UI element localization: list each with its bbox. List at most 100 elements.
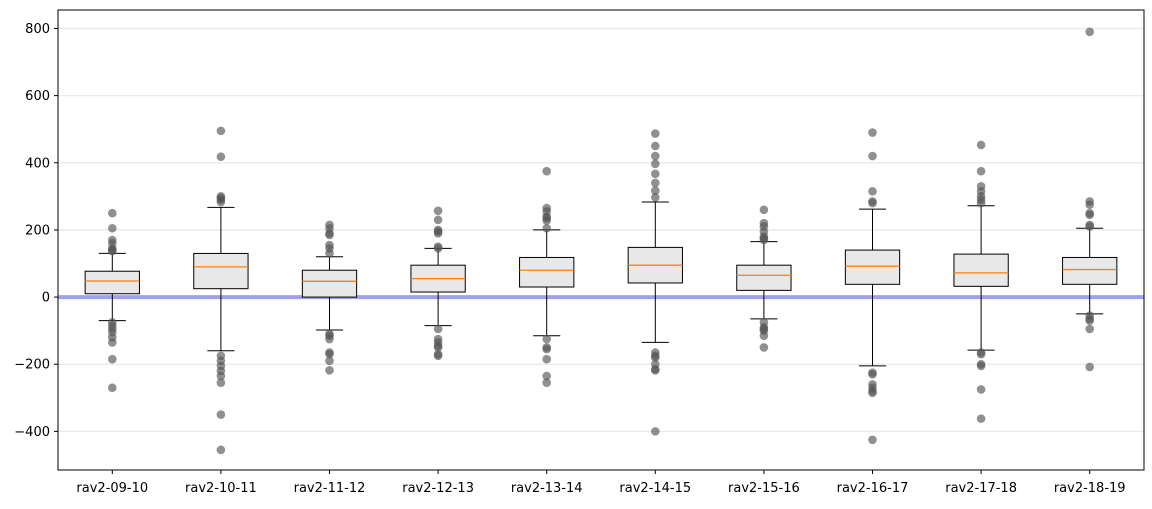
box-group-rav2-09-10: [84, 208, 140, 393]
outlier-point: [868, 435, 877, 445]
outlier-point: [216, 126, 226, 136]
box-iqr: [519, 256, 575, 288]
x-tick-label: rav2-16-17: [837, 481, 909, 496]
outlier-point: [868, 151, 877, 161]
outlier-point: [433, 215, 443, 225]
box-group-rav2-12-13: [410, 206, 466, 361]
outlier-point: [216, 378, 226, 388]
outlier-point: [868, 388, 877, 398]
outlier-point: [651, 178, 660, 188]
outlier-point: [216, 371, 226, 381]
y-axis: −400 −200 0 200 400 600 800: [14, 22, 58, 440]
outlier-point: [651, 129, 660, 138]
box-group-rav2-14-15: [627, 129, 683, 436]
x-tick-label: rav2-15-16: [728, 481, 800, 496]
outlier-point: [651, 141, 660, 151]
outlier-point: [216, 152, 226, 162]
box-group-rav2-10-11: [193, 126, 249, 455]
outlier-point: [976, 140, 986, 150]
outlier-point: [1085, 362, 1094, 372]
outlier-point: [325, 334, 334, 344]
outlier-point: [542, 334, 551, 344]
x-tick-label: rav2-13-14: [511, 481, 583, 496]
outlier-point: [759, 235, 769, 245]
y-tick-label: 0: [42, 291, 50, 306]
box-group-rav2-17-18: [953, 140, 1009, 423]
outlier-point: [216, 445, 226, 455]
x-tick-label: rav2-18-19: [1054, 481, 1126, 496]
box-iqr: [301, 269, 358, 298]
outlier-point: [1085, 27, 1094, 37]
box-group-rav2-13-14: [519, 166, 575, 388]
box-iqr: [193, 252, 249, 290]
outlier-point: [976, 361, 986, 371]
outlier-point: [651, 427, 660, 436]
outlier-point: [868, 198, 877, 208]
outlier-point: [868, 128, 877, 137]
outlier-point: [759, 331, 769, 340]
box-group-rav2-15-16: [736, 205, 792, 352]
outlier-point: [651, 169, 660, 179]
outlier-point: [651, 193, 660, 202]
outlier-point: [433, 206, 443, 216]
outlier-point: [108, 208, 117, 218]
box-iqr: [953, 253, 1009, 287]
outlier-point: [433, 343, 443, 352]
x-tick-label: rav2-11-12: [294, 481, 366, 496]
outlier-point: [108, 223, 117, 233]
outlier-point: [868, 370, 877, 379]
outlier-point: [542, 371, 551, 381]
box-group-rav2-11-12: [301, 220, 358, 375]
outlier-point: [1085, 210, 1094, 220]
outlier-point: [542, 354, 551, 364]
plot-frame: [57, 9, 1145, 471]
x-tick-label: rav2-09-10: [76, 481, 148, 496]
outlier-point: [976, 166, 986, 176]
outlier-point: [1085, 222, 1094, 231]
outlier-point: [108, 383, 117, 393]
y-tick-label: −400: [14, 425, 50, 440]
outlier-point: [325, 230, 334, 240]
outlier-point: [542, 166, 551, 176]
outlier-point: [542, 223, 551, 233]
outlier-point: [1085, 316, 1094, 325]
outlier-point: [1085, 324, 1094, 334]
outlier-point: [216, 197, 226, 207]
box-iqr: [84, 270, 140, 295]
outlier-point: [216, 410, 226, 419]
outlier-point: [325, 349, 334, 359]
x-tick-label: rav2-14-15: [619, 481, 691, 496]
x-tick-label: rav2-12-13: [402, 481, 474, 496]
outlier-point: [325, 356, 334, 366]
outlier-point: [651, 365, 660, 375]
box-group-rav2-16-17: [844, 128, 901, 445]
y-tick-label: 400: [25, 156, 50, 171]
outlier-point: [433, 228, 443, 238]
outlier-point: [759, 343, 769, 352]
x-axis: rav2-09-10 rav2-10-11 rav2-11-12 rav2-12-13…: [76, 470, 1126, 496]
outlier-point: [976, 349, 986, 359]
outlier-point: [542, 378, 551, 388]
box-iqr: [736, 264, 792, 291]
outlier-point: [651, 159, 660, 169]
y-tick-label: 600: [25, 89, 50, 104]
outlier-point: [651, 353, 660, 362]
outlier-point: [325, 365, 334, 375]
outlier-point: [108, 354, 117, 364]
box-iqr: [1062, 256, 1118, 285]
outlier-point: [542, 216, 551, 225]
outlier-point: [976, 385, 986, 394]
outlier-point: [433, 244, 443, 253]
box-iqr: [844, 249, 901, 285]
y-tick-label: 800: [25, 22, 50, 37]
outlier-point: [759, 205, 769, 215]
y-tick-label: 200: [25, 223, 50, 238]
outlier-point: [108, 338, 117, 347]
outlier-point: [976, 414, 986, 423]
outlier-point: [325, 249, 334, 258]
outlier-point: [651, 186, 660, 195]
outlier-point: [433, 351, 443, 361]
outlier-point: [542, 344, 551, 354]
